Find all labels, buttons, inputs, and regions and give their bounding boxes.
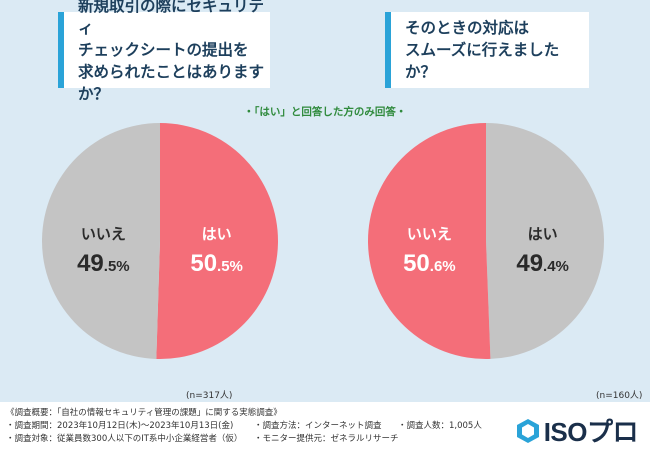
survey-method: ・調査方法：インターネット調査 [254, 421, 382, 431]
slice-value-label: 49.4% [516, 250, 569, 277]
slice-label: はい [202, 225, 232, 243]
survey-footer: 《調査概要：「自社の情報セキュリティ管理の課題」に関する実態調査》 ・調査期間：… [0, 402, 650, 450]
pie-slice-right-yes [486, 123, 605, 359]
sample-size-right: (n=160人) [596, 391, 643, 401]
pie-slice-left-yes [156, 123, 279, 359]
slice-label: はい [528, 225, 558, 243]
survey-period: ・調査期間：2023年10月12日(木)〜2023年10月13日(金) [6, 421, 234, 431]
pie-slice-right-no [368, 123, 491, 359]
survey-target: ・調査対象：従業員数300人以下のIT系中小企業経営者（仮） [6, 434, 243, 444]
question-box-right: そのときの対応は スムーズに行えましたか？ [385, 12, 589, 88]
survey-monitor: ・モニター提供元：ゼネラルリサーチ [254, 434, 399, 444]
sample-size-left: (n=317人) [186, 391, 233, 401]
hexagon-logo-icon [516, 418, 539, 443]
survey-title: 《調査概要：「自社の情報セキュリティ管理の課題」に関する実態調査》 [6, 408, 282, 418]
slice-label: いいえ [407, 225, 452, 243]
isopro-logo: ISOプロ [516, 412, 639, 449]
slice-label: いいえ [81, 225, 126, 243]
logo-text: ISOプロ [543, 417, 639, 447]
question-right-text: そのときの対応は スムーズに行えましたか？ [405, 19, 560, 81]
question-box-left: 新規取引の際にセキュリティ チェックシートの提出を 求められたことはありますか？ [58, 0, 270, 103]
survey-count: ・調査人数：1,005人 [398, 421, 482, 431]
slice-value-label: 49.5% [77, 250, 130, 277]
question-left-text: 新規取引の際にセキュリティ チェックシートの提出を 求められたことはありますか？ [78, 0, 265, 103]
filter-note: ・「はい」と回答した方のみ回答・ [243, 106, 407, 118]
slice-value-label: 50.5% [190, 250, 243, 277]
pie-slice-left-no [42, 123, 161, 359]
slice-value-label: 50.6% [403, 250, 456, 277]
pie-charts: はい 50.5% いいえ 49.5% はい 49.4% いいえ 50.6% [42, 123, 605, 359]
